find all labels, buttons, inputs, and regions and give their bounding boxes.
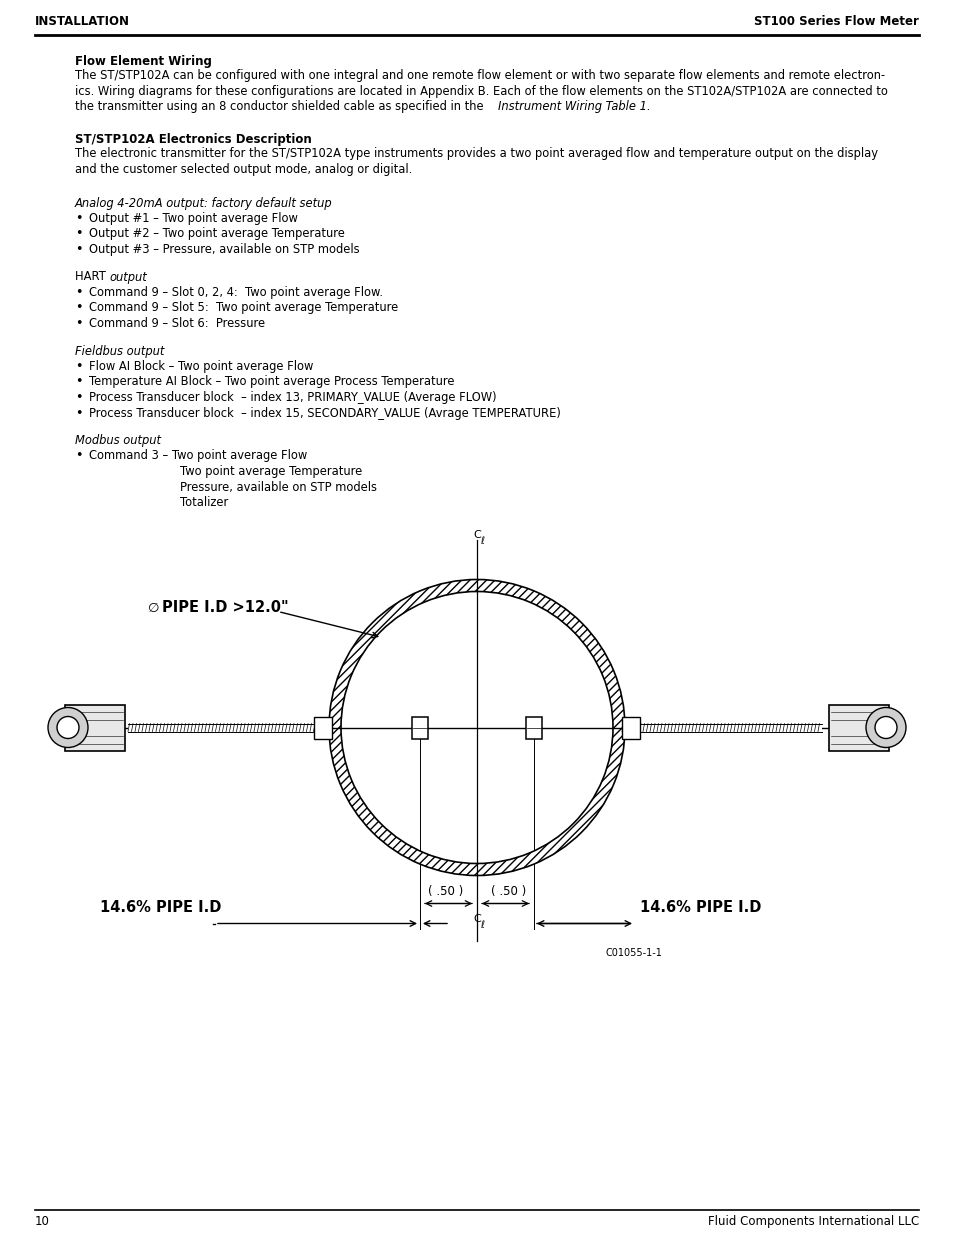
Circle shape [57,716,79,739]
Text: 10: 10 [35,1215,50,1228]
Text: C01055-1-1: C01055-1-1 [604,948,661,958]
Text: ( .50 ): ( .50 ) [491,884,525,898]
Text: •: • [75,391,82,404]
Text: Totalizer: Totalizer [180,496,228,509]
Text: Modbus output: Modbus output [75,433,161,447]
Text: Command 9 – Slot 5:  Two point average Temperature: Command 9 – Slot 5: Two point average Te… [89,301,397,315]
Text: and the customer selected output mode, analog or digital.: and the customer selected output mode, a… [75,163,412,177]
Text: the transmitter using an 8 conductor shielded cable as specified in the: the transmitter using an 8 conductor shi… [75,100,487,112]
Bar [621,724,821,731]
Text: •: • [75,450,82,462]
Text: 14.6% PIPE I.D: 14.6% PIPE I.D [100,900,221,915]
Text: INSTALLATION: INSTALLATION [35,15,130,28]
Text: Command 9 – Slot 0, 2, 4:  Two point average Flow.: Command 9 – Slot 0, 2, 4: Two point aver… [89,287,382,299]
Text: Flow Element Wiring: Flow Element Wiring [75,56,212,68]
Text: •: • [75,406,82,420]
Text: output: output [109,270,147,284]
Text: Output #3 – Pressure, available on STP models: Output #3 – Pressure, available on STP m… [89,243,359,256]
Text: Process Transducer block  – index 15, SECONDARY_VALUE (Avrage TEMPERATURE): Process Transducer block – index 15, SEC… [89,406,560,420]
Text: •: • [75,287,82,299]
Text: PIPE I.D >12.0": PIPE I.D >12.0" [162,599,289,615]
Text: ℓ: ℓ [479,920,483,930]
Text: Command 3 – Two point average Flow: Command 3 – Two point average Flow [89,450,307,462]
Text: Temperature AI Block – Two point average Process Temperature: Temperature AI Block – Two point average… [89,375,454,389]
Text: ( .50 ): ( .50 ) [428,884,462,898]
Text: Output #1 – Two point average Flow: Output #1 – Two point average Flow [89,212,297,225]
Text: ℓ: ℓ [479,536,483,547]
Text: Output #2 – Two point average Temperature: Output #2 – Two point average Temperatur… [89,227,345,241]
Text: Pressure, available on STP models: Pressure, available on STP models [180,480,376,494]
Text: •: • [75,227,82,241]
Bar [828,704,888,751]
Text: Process Transducer block  – index 13, PRIMARY_VALUE (Average FLOW): Process Transducer block – index 13, PRI… [89,391,497,404]
Bar [128,724,332,731]
Text: C: C [473,914,480,924]
Text: ST100 Series Flow Meter: ST100 Series Flow Meter [753,15,918,28]
Text: C: C [473,530,480,540]
Text: Analog 4-20mA output: factory default setup: Analog 4-20mA output: factory default se… [75,196,333,210]
Circle shape [874,716,896,739]
Bar [525,716,541,739]
Text: The electronic transmitter for the ST/STP102A type instruments provides a two po: The electronic transmitter for the ST/ST… [75,147,877,161]
Bar [314,716,332,739]
Text: Fluid Components International LLC: Fluid Components International LLC [707,1215,918,1228]
Text: ST/STP102A Electronics Description: ST/STP102A Electronics Description [75,133,312,147]
Circle shape [48,708,88,747]
Text: Instrument Wiring Table 1.: Instrument Wiring Table 1. [497,100,650,112]
Text: •: • [75,317,82,330]
Text: Two point average Temperature: Two point average Temperature [180,466,362,478]
Text: ics. Wiring diagrams for these configurations are located in Appendix B. Each of: ics. Wiring diagrams for these configura… [75,84,887,98]
Text: HART: HART [75,270,110,284]
Bar [65,704,125,751]
Text: •: • [75,359,82,373]
Bar [412,716,428,739]
Text: •: • [75,212,82,225]
Text: Flow AI Block – Two point average Flow: Flow AI Block – Two point average Flow [89,359,313,373]
Text: The ST/STP102A can be configured with one integral and one remote flow element o: The ST/STP102A can be configured with on… [75,69,884,82]
Text: •: • [75,375,82,389]
Circle shape [865,708,905,747]
Text: ∅: ∅ [148,601,164,615]
Text: Fieldbus output: Fieldbus output [75,345,164,357]
Text: •: • [75,243,82,256]
Text: 14.6% PIPE I.D: 14.6% PIPE I.D [639,900,760,915]
Bar [621,716,639,739]
Text: •: • [75,301,82,315]
Text: Command 9 – Slot 6:  Pressure: Command 9 – Slot 6: Pressure [89,317,265,330]
